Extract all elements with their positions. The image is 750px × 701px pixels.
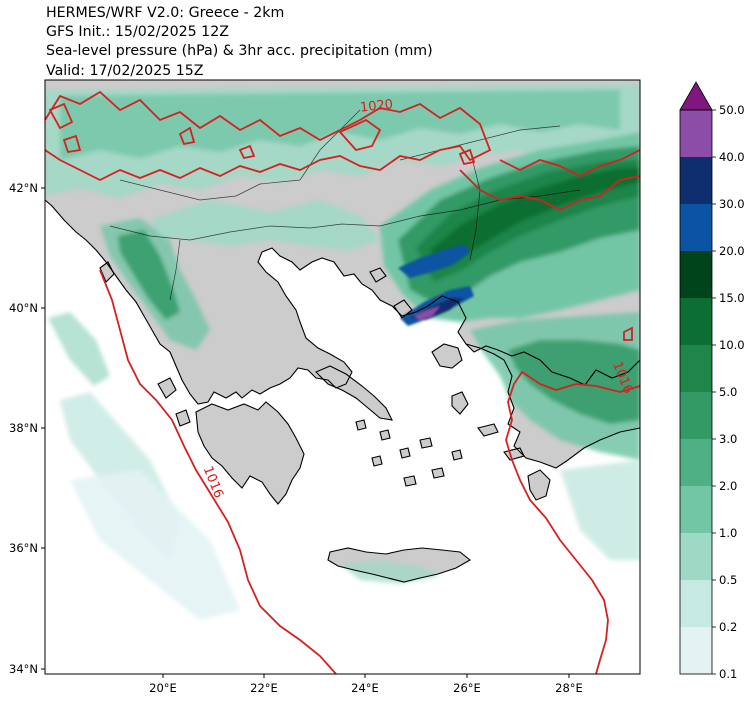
model-title: HERMES/WRF V2.0: Greece - 2km <box>46 5 285 21</box>
colorbar-band <box>680 157 712 204</box>
colorbar-band <box>680 486 712 533</box>
isobar-1020-west-loop <box>48 102 74 130</box>
isobar-1016-east-closed <box>623 326 633 341</box>
colorbar-label: 5.0 <box>719 385 737 399</box>
lat-label: 42°N <box>9 181 38 195</box>
coast-evia <box>315 365 393 421</box>
lon-label: 20°E <box>149 681 177 695</box>
coast-crete <box>327 547 471 583</box>
isobar-1020-small-1 <box>178 126 196 146</box>
colorbar-label: 15.0 <box>719 291 745 305</box>
land-peloponnese <box>196 402 304 504</box>
lon-label: 22°E <box>250 681 278 695</box>
isobar-1020-west-loop2 <box>62 134 82 154</box>
variable-description: Sea-level pressure (hPa) & 3hr acc. prec… <box>46 43 433 60</box>
lat-ticks <box>41 187 45 670</box>
heavy-precip-cell <box>398 244 474 326</box>
precip-north-band-2 <box>60 90 620 160</box>
isobars <box>45 90 640 674</box>
precip-sw-light <box>70 470 240 620</box>
land-lesvos <box>432 344 462 368</box>
colorbar-label: 50.0 <box>719 103 745 117</box>
colorbar-band <box>680 580 712 627</box>
precip-purple <box>414 306 440 320</box>
isobar-1020-ne <box>499 149 640 178</box>
colorbar-label: 30.0 <box>719 197 745 211</box>
lon-ticks <box>162 674 570 678</box>
coast-zakynthos <box>175 409 191 427</box>
precip-blue-band <box>398 244 470 278</box>
colorbar-label: 0.1 <box>719 667 737 681</box>
precip-west-coast-dark <box>118 230 180 320</box>
colorbar-extend-arrow <box>679 81 713 111</box>
isobar-1020-north-loop <box>338 118 382 152</box>
precip-layer <box>45 84 640 620</box>
coast-lesvos <box>431 343 463 369</box>
lat-label: 38°N <box>9 421 38 435</box>
coast-chios <box>451 391 469 415</box>
colorbar-band <box>680 204 712 251</box>
isobar-1020-ne-2 <box>459 169 640 212</box>
coastlines <box>45 199 640 583</box>
colorbar-label: 40.0 <box>719 150 745 164</box>
precip-ne-core-darkest <box>430 168 640 268</box>
colorbar-band <box>680 345 712 392</box>
coast-cyclades <box>355 419 463 487</box>
colorbar-band <box>680 298 712 345</box>
coast-anatolia <box>465 343 640 469</box>
coast-samos <box>477 423 499 437</box>
colorbar-band <box>680 251 712 298</box>
coast-kefalonia <box>157 377 177 399</box>
land-rhodes <box>528 470 550 500</box>
colorbar-label: 20.0 <box>719 244 745 258</box>
precip-crete <box>340 560 440 584</box>
precip-central-north <box>150 200 380 250</box>
map-panel: 1020 1016 1016 <box>45 80 640 674</box>
init-time: GFS Init.: 15/02/2025 12Z <box>46 24 229 41</box>
colorbar-band <box>680 439 712 486</box>
coast-thasos <box>369 267 387 283</box>
land-evia <box>316 366 392 420</box>
colorbar-label: 10.0 <box>719 338 745 352</box>
isobar-1020 <box>45 90 492 182</box>
coast-mainland <box>45 199 640 405</box>
valid-time: Valid: 17/02/2025 15Z <box>46 62 204 79</box>
colorbar-band <box>680 533 712 580</box>
coast-peloponnese <box>195 401 305 505</box>
colorbar-band <box>680 627 712 674</box>
colorbar-band <box>680 392 712 439</box>
colorbar-label: 3.0 <box>719 432 737 446</box>
isobar-1016-east <box>505 370 640 674</box>
lon-label: 28°E <box>555 681 583 695</box>
map-frame <box>44 79 641 675</box>
lat-label: 36°N <box>9 541 38 555</box>
isobar-1016-west <box>99 269 337 674</box>
colorbar-label: 1.0 <box>719 526 737 540</box>
lon-label: 24°E <box>351 681 379 695</box>
colorbar-label: 2.0 <box>719 479 737 493</box>
land-zakynthos <box>176 410 190 426</box>
isobar-label-1020: 1020 <box>359 97 393 115</box>
lon-label: 26°E <box>453 681 481 695</box>
lat-label: 34°N <box>9 662 38 676</box>
precip-west-sea-streaks <box>48 312 110 386</box>
isobar-1020-small-2 <box>458 148 476 166</box>
lat-label: 40°N <box>9 301 38 315</box>
colorbar-band <box>680 110 712 157</box>
colorbar: 0.1 0.2 0.5 1.0 2.0 3.0 5.0 10.0 15.0 20.0 30.0 40.… <box>679 81 745 681</box>
lat-labels: 42°N 40°N 38°N 36°N 34°N <box>9 181 38 676</box>
colorbar-label: 0.5 <box>719 573 737 587</box>
isobar-1020-small-3 <box>238 144 256 160</box>
coast-corfu <box>99 261 115 283</box>
lon-labels: 20°E 22°E 24°E 26°E 28°E <box>149 681 583 695</box>
coast-rhodes <box>527 469 551 501</box>
coast-limnos <box>393 299 413 319</box>
map-title-block: HERMES/WRF V2.0: Greece - 2km GFS Init.:… <box>46 4 433 81</box>
colorbar-label: 0.2 <box>719 620 737 634</box>
precip-se-light <box>560 460 640 560</box>
